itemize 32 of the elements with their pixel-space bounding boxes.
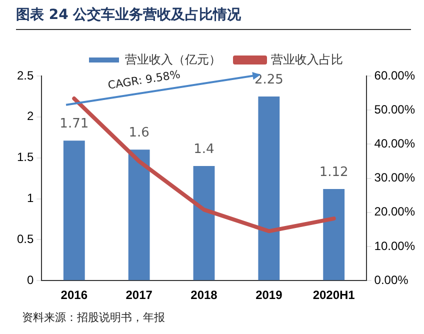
data-label: 1.71 bbox=[60, 116, 89, 132]
y2-tick-label: 40.00% bbox=[374, 136, 416, 151]
bar bbox=[63, 140, 85, 280]
x-tick-label: 2020H1 bbox=[312, 288, 356, 302]
y2-tick-label: 0.00% bbox=[374, 272, 409, 287]
y-tick-label: 2.5 bbox=[16, 68, 34, 82]
x-tick-label: 2017 bbox=[126, 288, 153, 302]
data-label: 1.6 bbox=[128, 126, 150, 141]
bar bbox=[193, 166, 215, 280]
x-tick-label: 2018 bbox=[190, 288, 218, 302]
bar bbox=[128, 150, 150, 280]
chart-title: 图表 24 公交车业务营收及占比情况 bbox=[16, 6, 411, 30]
y2-tick-label: 20.00% bbox=[374, 204, 416, 219]
data-label: 1.12 bbox=[319, 164, 348, 180]
y-tick-label: 1.5 bbox=[16, 150, 34, 164]
annotation: CAGR: 9.58% bbox=[106, 68, 182, 92]
legend-label: 营业收入（亿元） bbox=[125, 52, 221, 66]
x-tick-label: 2016 bbox=[60, 288, 88, 302]
y-tick-label: 0 bbox=[26, 272, 34, 287]
y2-tick-label: 50.00% bbox=[374, 102, 416, 116]
y2-tick-label: 10.00% bbox=[374, 238, 416, 253]
bar bbox=[258, 96, 280, 280]
y-tick-label: 1 bbox=[26, 191, 34, 206]
legend-label: 营业收入占比 bbox=[271, 52, 343, 66]
x-tick-label: 2019 bbox=[256, 288, 283, 302]
text: 资料来源：招股说明书，年报 bbox=[22, 310, 165, 325]
y2-tick-label: 60.00% bbox=[374, 68, 416, 82]
y-tick-label: 2 bbox=[26, 109, 34, 124]
y-tick-label: 0.5 bbox=[16, 232, 34, 246]
data-label: 1.4 bbox=[194, 142, 214, 157]
y2-tick-label: 30.00% bbox=[374, 170, 416, 185]
bar bbox=[323, 188, 345, 280]
